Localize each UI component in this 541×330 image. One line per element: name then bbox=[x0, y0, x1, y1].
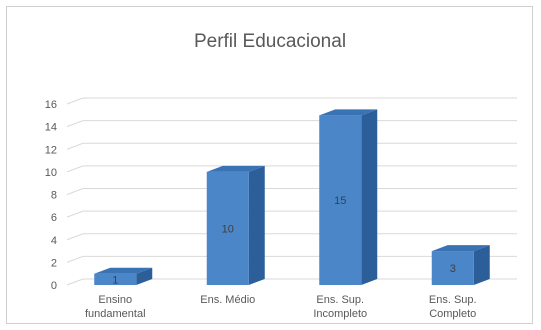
y-tick-label: 10 bbox=[45, 167, 57, 179]
y-tick-label: 0 bbox=[51, 280, 57, 292]
chart-area: Perfil Educacional 0 2 4 6 8 10 12 14 16 1 10 15 3 … bbox=[6, 6, 533, 324]
gridline bbox=[66, 188, 517, 195]
gridline bbox=[66, 120, 517, 128]
y-tick-label: 14 bbox=[45, 122, 57, 134]
gridline bbox=[66, 142, 517, 150]
bar: 15 bbox=[319, 109, 378, 285]
data-label: 1 bbox=[112, 274, 118, 286]
y-tick-label: 2 bbox=[51, 257, 57, 269]
bar: 3 bbox=[431, 245, 490, 285]
bar-front bbox=[431, 251, 474, 285]
data-label: 15 bbox=[334, 195, 346, 207]
y-tick-label: 4 bbox=[51, 235, 57, 247]
bar-side bbox=[136, 267, 153, 285]
bar-front bbox=[206, 171, 249, 285]
y-axis-ticks: 0 2 4 6 8 10 12 14 16 bbox=[45, 99, 57, 292]
bar-top bbox=[319, 109, 378, 116]
y-tick-label: 12 bbox=[45, 144, 57, 156]
x-category-label: Ens. Sup. Completo bbox=[429, 294, 477, 320]
x-axis-categories: Ensino fundamental Ens. Médio Ens. Sup. Inco… bbox=[85, 294, 477, 320]
gridlines bbox=[66, 97, 517, 286]
y-tick-label: 6 bbox=[51, 212, 57, 224]
bar-side bbox=[361, 109, 378, 285]
gridline bbox=[66, 210, 517, 218]
x-category-label: Ens. Médio bbox=[200, 294, 255, 306]
y-tick-label: 8 bbox=[51, 190, 57, 202]
bar-top bbox=[94, 267, 153, 274]
bar-top bbox=[431, 245, 490, 252]
bars: 1 10 15 3 bbox=[94, 109, 490, 286]
chart-title: Perfil Educacional bbox=[194, 31, 346, 52]
bar-top bbox=[206, 165, 265, 172]
bar-side bbox=[473, 245, 490, 285]
data-label: 10 bbox=[222, 223, 234, 235]
bar: 1 bbox=[94, 267, 153, 286]
gridline bbox=[66, 233, 517, 241]
data-label: 3 bbox=[450, 263, 456, 275]
bar-front bbox=[94, 273, 137, 285]
bar: 10 bbox=[206, 165, 265, 285]
bar-side bbox=[248, 165, 265, 285]
y-tick-label: 16 bbox=[45, 99, 57, 111]
x-category-label: Ens. Sup. Incompleto bbox=[313, 294, 367, 320]
gridline bbox=[66, 165, 517, 173]
x-category-label: Ensino fundamental bbox=[85, 294, 146, 320]
bar-front bbox=[319, 115, 362, 285]
gridline bbox=[66, 97, 517, 105]
